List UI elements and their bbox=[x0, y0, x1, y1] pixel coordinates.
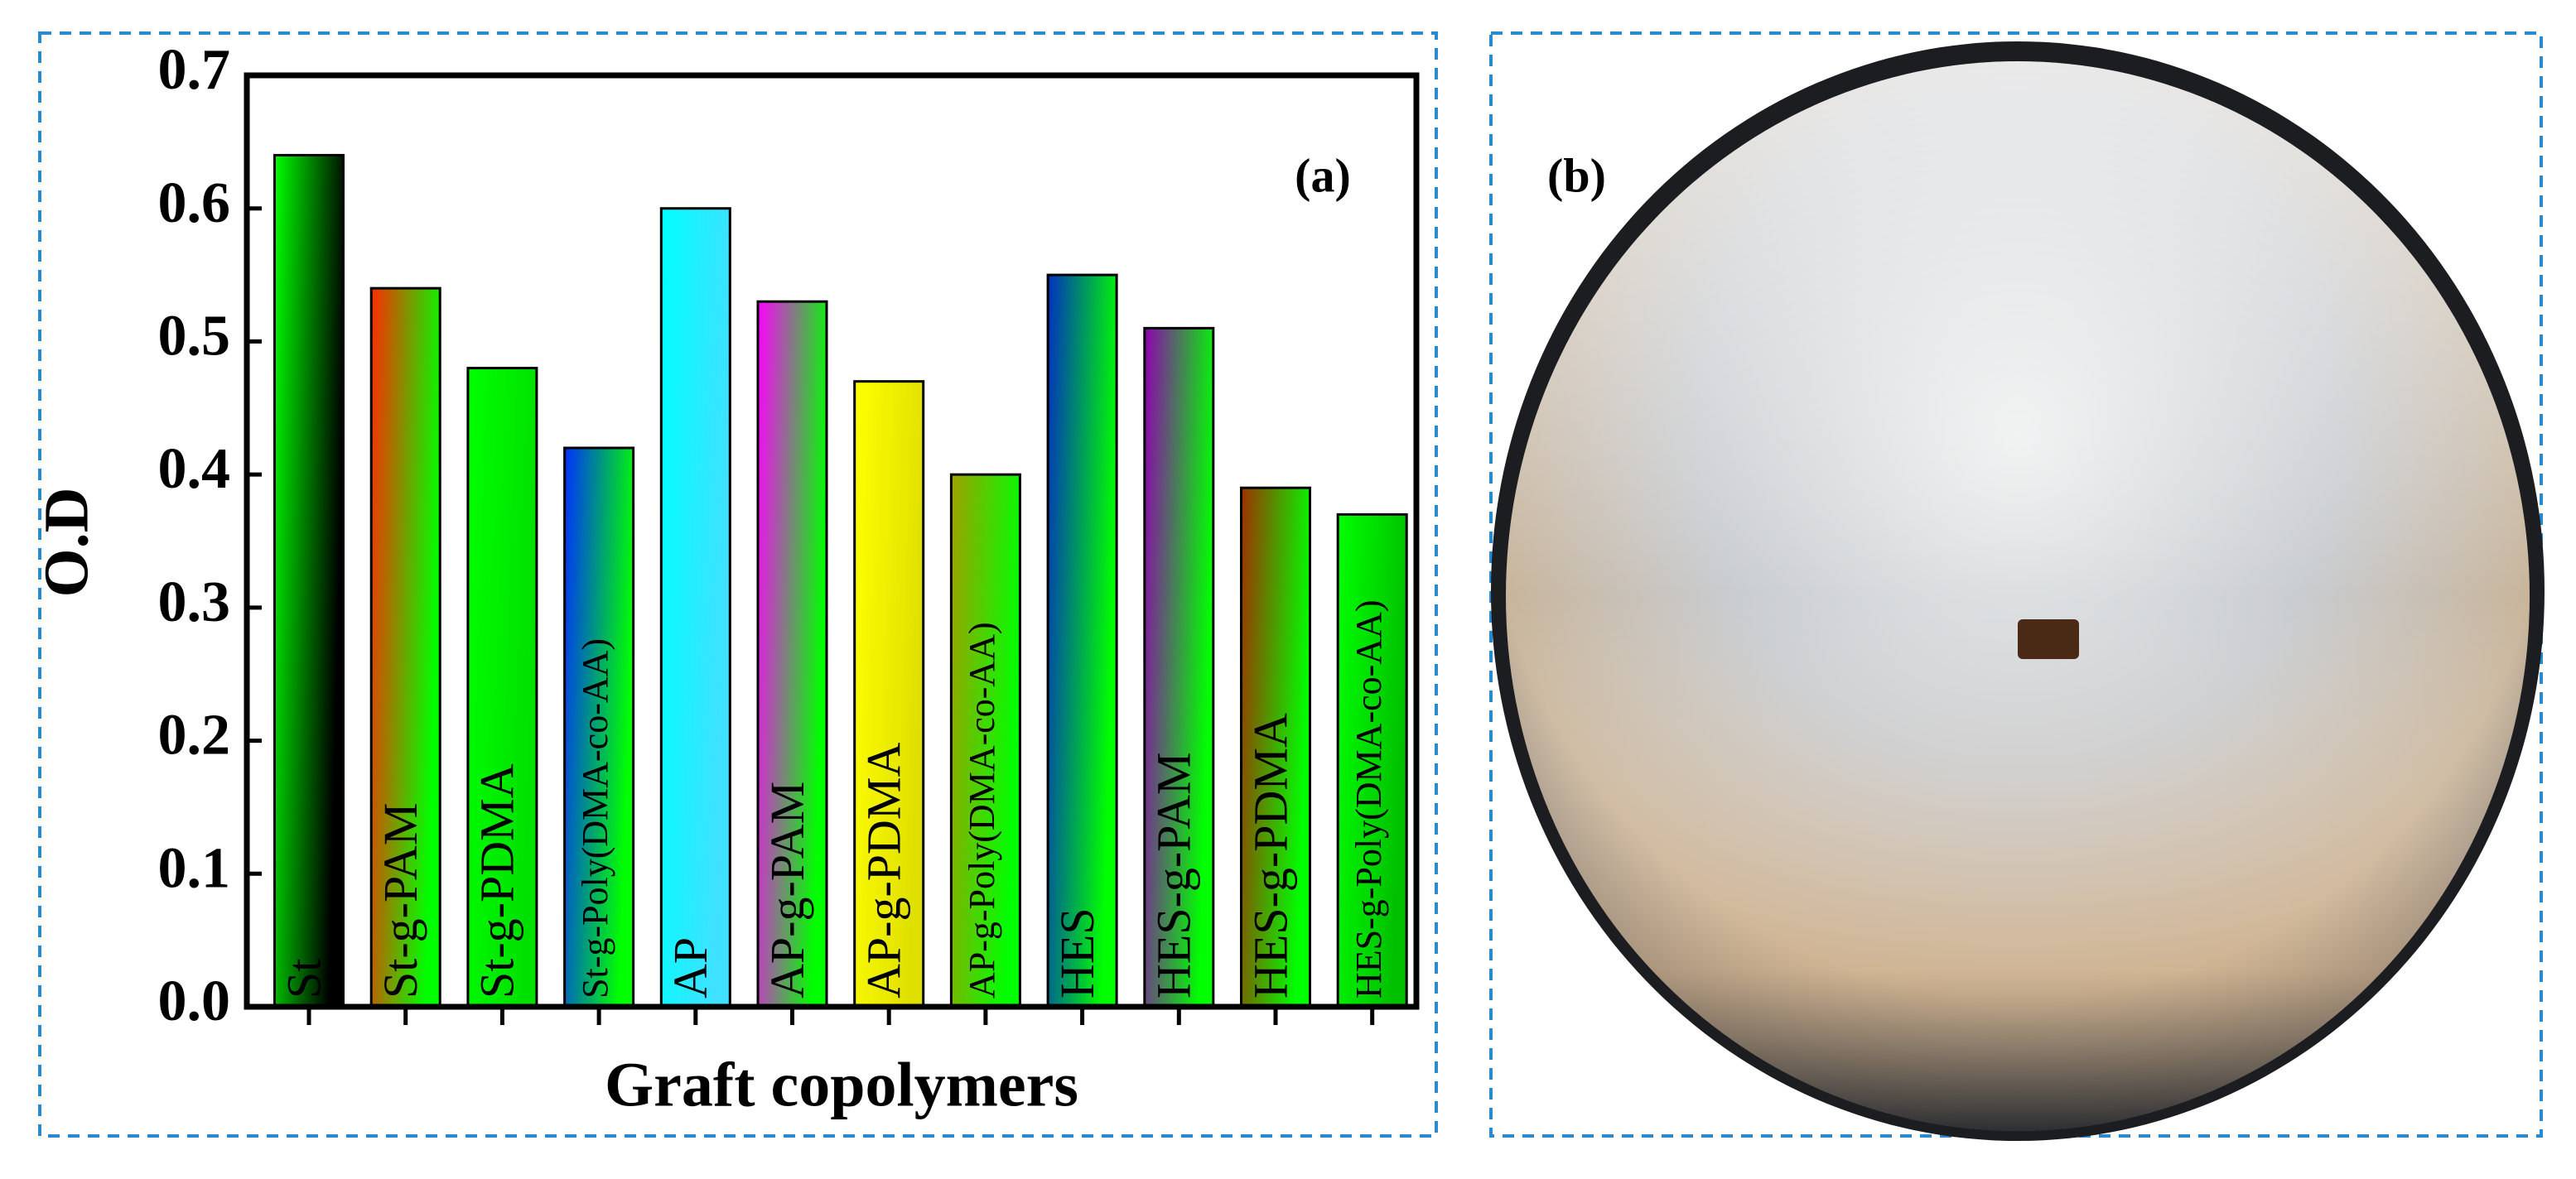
y-axis-label: O.D bbox=[31, 488, 101, 598]
bar bbox=[563, 446, 635, 1008]
bar bbox=[466, 367, 538, 1008]
category-label: St-g-PAM bbox=[374, 803, 427, 999]
category-label: AP-g-PAM bbox=[760, 782, 814, 999]
y-tick-label: 0.7 bbox=[158, 38, 231, 102]
plot-frame bbox=[244, 72, 1420, 1010]
y-tick-label: 0.3 bbox=[158, 570, 231, 634]
category-label: AP bbox=[663, 937, 717, 999]
bar bbox=[949, 473, 1021, 1008]
bar bbox=[853, 380, 925, 1008]
category-label: St-g-Poly(DMA-co-AA) bbox=[575, 638, 615, 999]
chart: (a) O.D Graft copolymers 0.0 0.1 0.2 0.3 0.4… bbox=[31, 38, 1420, 1119]
bar bbox=[1240, 486, 1311, 1008]
y-tick-label: 0.6 bbox=[158, 171, 231, 235]
bar bbox=[756, 300, 828, 1008]
y-tick-label: 0.2 bbox=[158, 704, 231, 768]
category-label: HES-g-PDMA bbox=[1243, 713, 1297, 999]
category-label: HES-g-PAM bbox=[1147, 752, 1201, 999]
bar bbox=[369, 286, 441, 1008]
y-tick-label: 0.0 bbox=[158, 970, 231, 1033]
panel-a-frame bbox=[38, 31, 1438, 1138]
category-label: AP-g-PDMA bbox=[857, 743, 911, 999]
bar bbox=[273, 153, 345, 1008]
y-tick-label: 0.4 bbox=[158, 437, 231, 501]
y-tick-label: 0.1 bbox=[158, 836, 231, 900]
y-tick-label: 0.5 bbox=[158, 304, 231, 368]
category-label: St bbox=[277, 959, 330, 999]
bar bbox=[1336, 513, 1408, 1008]
bar bbox=[1046, 273, 1118, 1008]
category-label: HES bbox=[1050, 907, 1104, 999]
bar bbox=[1143, 326, 1215, 1008]
panel-label: (a) bbox=[1295, 148, 1351, 202]
x-axis-label: Graft copolymers bbox=[605, 1050, 1078, 1119]
bar bbox=[659, 207, 731, 1008]
category-label: AP-g-Poly(DMA-co-AA) bbox=[962, 622, 1002, 999]
category-label: St-g-PDMA bbox=[470, 763, 524, 999]
category-label: HES-g-Poly(DMA-co-AA) bbox=[1348, 600, 1389, 999]
petri-dish bbox=[1491, 41, 2545, 1141]
panel-label: (b) bbox=[1547, 148, 1606, 202]
